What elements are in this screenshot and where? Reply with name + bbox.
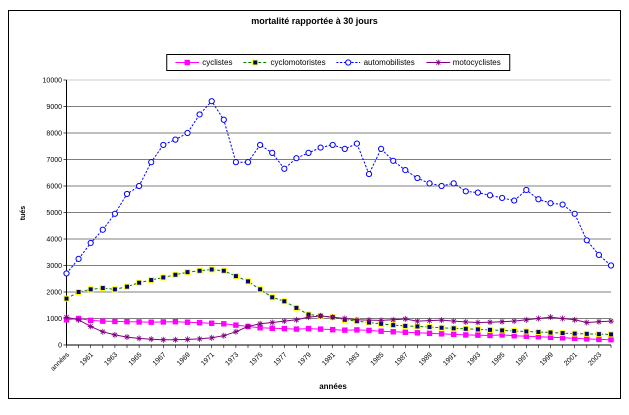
legend-item-motocyclistes: motocyclistes — [425, 58, 501, 67]
svg-text:1997: 1997 — [515, 351, 531, 367]
svg-text:1977: 1977 — [273, 351, 289, 367]
legend-label: cyclistes — [202, 58, 233, 67]
svg-text:1971: 1971 — [200, 351, 216, 367]
series-cyclistes — [63, 315, 614, 343]
svg-text:10000: 10000 — [43, 78, 63, 85]
y-axis-tick-labels: 0 1000 2000 3000 4000 5000 6000 7000 8000 9000 100… — [43, 78, 63, 350]
svg-text:1995: 1995 — [491, 351, 507, 367]
svg-text:1975: 1975 — [249, 351, 265, 367]
series-motocyclistes — [63, 312, 614, 343]
legend: cyclistes cyclomotoristes automobilistes… — [166, 54, 510, 71]
svg-text:1985: 1985 — [370, 351, 386, 367]
svg-text:1979: 1979 — [297, 351, 313, 367]
gridlines — [66, 79, 611, 319]
svg-text:6000: 6000 — [46, 184, 62, 191]
legend-label: cyclomotoristes — [270, 58, 326, 67]
svg-text:4000: 4000 — [46, 237, 62, 244]
svg-text:1991: 1991 — [442, 351, 458, 367]
svg-text:2003: 2003 — [587, 351, 603, 367]
svg-text:1965: 1965 — [128, 351, 144, 367]
svg-text:2000: 2000 — [46, 290, 62, 297]
legend-label: automobilistes — [363, 58, 415, 67]
svg-text:1963: 1963 — [103, 351, 119, 367]
svg-text:1961: 1961 — [79, 351, 95, 367]
svg-text:5000: 5000 — [46, 210, 62, 217]
legend-label: motocyclistes — [452, 58, 501, 67]
svg-text:1973: 1973 — [224, 351, 240, 367]
svg-text:1000: 1000 — [46, 316, 62, 323]
svg-text:1993: 1993 — [466, 351, 482, 367]
svg-text:1989: 1989 — [418, 351, 434, 367]
svg-text:1983: 1983 — [345, 351, 361, 367]
legend-item-cyclistes: cyclistes — [175, 58, 232, 67]
svg-text:1999: 1999 — [539, 351, 555, 367]
svg-text:1967: 1967 — [152, 351, 168, 367]
axes — [63, 79, 612, 348]
svg-text:0: 0 — [58, 343, 62, 350]
svg-text:1987: 1987 — [394, 351, 410, 367]
automobilistes-marker-icon — [336, 59, 361, 66]
cyclistes-marker-icon — [175, 59, 200, 66]
chart-title: mortalité rapportée à 30 jours — [251, 16, 378, 26]
svg-text:2001: 2001 — [563, 351, 579, 367]
svg-text:1969: 1969 — [176, 351, 192, 367]
data-series — [63, 98, 615, 343]
series-cyclomotoristes — [63, 266, 614, 338]
svg-text:7000: 7000 — [46, 157, 62, 164]
svg-text:1981: 1981 — [321, 351, 337, 367]
legend-item-cyclomotoristes: cyclomotoristes — [243, 58, 326, 67]
cyclomotoristes-marker-icon — [243, 59, 268, 66]
y-axis-title: tués — [20, 206, 27, 221]
series-automobilistes — [63, 98, 615, 277]
svg-text:années: années — [50, 351, 72, 373]
x-axis-tick-labels: années 1961 1963 1965 1967 1969 1971 1973 1975 19… — [50, 351, 604, 373]
svg-text:9000: 9000 — [46, 104, 62, 111]
legend-item-automobilistes: automobilistes — [336, 58, 415, 67]
motocyclistes-marker-icon — [425, 59, 450, 66]
x-axis-title: années — [319, 382, 347, 391]
svg-text:3000: 3000 — [46, 263, 62, 270]
svg-text:8000: 8000 — [46, 131, 62, 138]
